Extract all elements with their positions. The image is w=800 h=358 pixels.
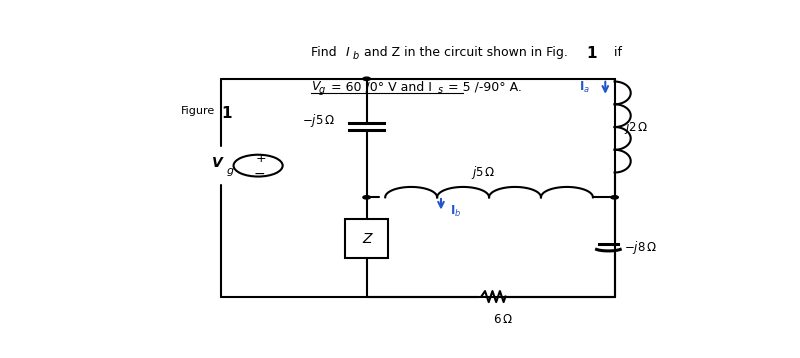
Text: Figure: Figure (181, 106, 215, 116)
Text: = 5 /-90° A.: = 5 /-90° A. (444, 80, 522, 93)
Text: −: − (254, 166, 265, 180)
Text: +: + (256, 152, 266, 165)
Text: I$_a$: I$_a$ (578, 79, 590, 95)
Text: $-j8\,\Omega$: $-j8\,\Omega$ (624, 239, 657, 256)
Text: g: g (226, 166, 234, 175)
Circle shape (363, 77, 370, 81)
Text: V: V (310, 80, 319, 93)
Text: $-j5\,\Omega$: $-j5\,\Omega$ (302, 112, 334, 129)
Text: $j5\,\Omega$: $j5\,\Omega$ (470, 164, 495, 181)
Text: g: g (319, 85, 325, 95)
Text: and Z in the circuit shown in Fig.: and Z in the circuit shown in Fig. (361, 46, 572, 59)
Text: Z: Z (362, 232, 371, 246)
Text: Find: Find (310, 46, 341, 59)
Text: $6\,\Omega$: $6\,\Omega$ (493, 313, 513, 326)
Circle shape (363, 196, 370, 199)
Text: b: b (353, 51, 359, 61)
Text: V: V (213, 156, 223, 170)
Text: I: I (346, 46, 350, 59)
Text: $j2\,\Omega$: $j2\,\Omega$ (624, 118, 649, 136)
Text: if: if (602, 46, 622, 59)
Circle shape (611, 196, 618, 199)
FancyBboxPatch shape (345, 219, 388, 258)
Text: 1: 1 (221, 106, 231, 121)
Text: = 60 /0° V and I: = 60 /0° V and I (327, 80, 432, 93)
Text: s: s (438, 85, 443, 95)
Text: 1: 1 (586, 46, 597, 61)
Text: I$_b$: I$_b$ (450, 204, 462, 219)
